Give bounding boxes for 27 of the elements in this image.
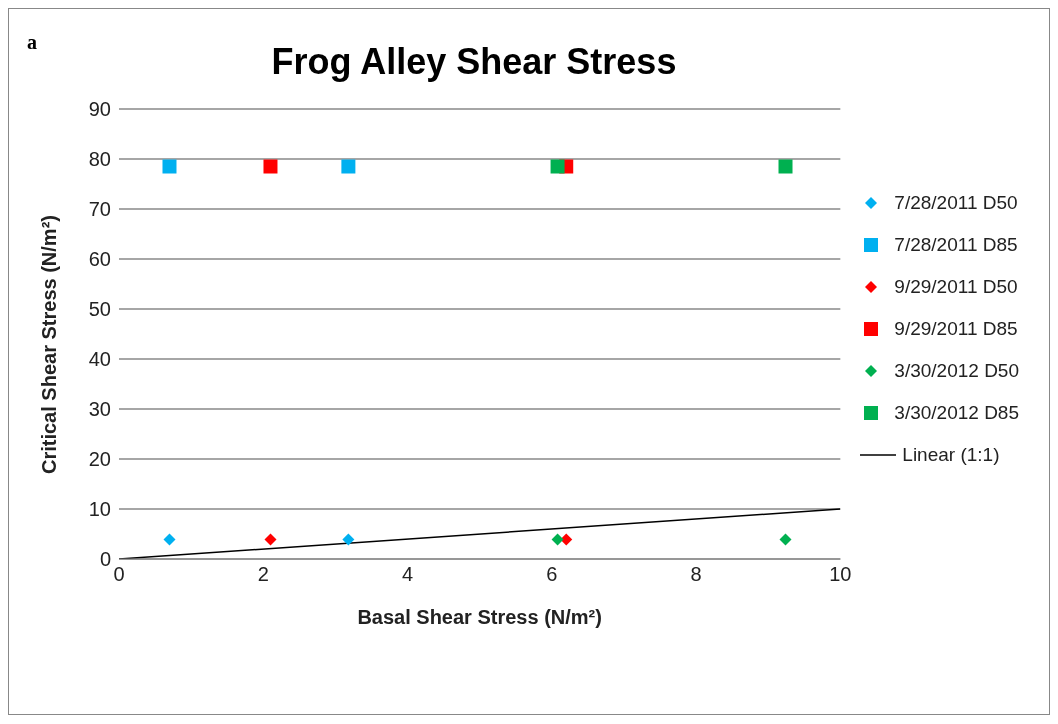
y-tick-label: 50 [88,298,111,321]
y-tick-label: 90 [88,98,111,121]
text: a [27,31,37,54]
x-tick-label: 10 [829,563,852,586]
x-tick-label: 2 [257,563,269,586]
x-tick-label: 0 [113,563,125,586]
legend-label: 9/29/2011 D85 [894,318,1018,340]
y-tick-label: 20 [88,448,111,471]
y-tick-label: 60 [88,248,111,271]
x-axis-title: Basal Shear Stress (N/m²) [357,606,602,628]
legend-label: 7/28/2011 D50 [894,192,1018,214]
x-tick-label: 4 [401,563,414,586]
x-tick-label: 6 [546,563,558,586]
y-tick-label: 10 [88,498,111,521]
y-tick-label: 30 [88,398,111,421]
y-tick-label: 40 [88,348,111,371]
legend-label: 3/30/2012 D50 [894,360,1019,382]
x-tick-label: 8 [690,563,702,586]
y-axis-title: Critical Shear Stress (N/m²) [38,215,61,474]
y-tick-label: 80 [88,148,111,171]
legend-label: 7/28/2011 D85 [894,234,1018,256]
legend-label: 9/29/2011 D50 [894,276,1018,298]
chart-title: Frog Alley Shear Stress [270,41,678,83]
y-tick-label: 70 [88,198,111,221]
y-tick-label: 0 [99,548,111,571]
legend-label: Linear (1:1) [902,444,1000,466]
legend-label: 3/30/2012 D85 [894,402,1019,424]
